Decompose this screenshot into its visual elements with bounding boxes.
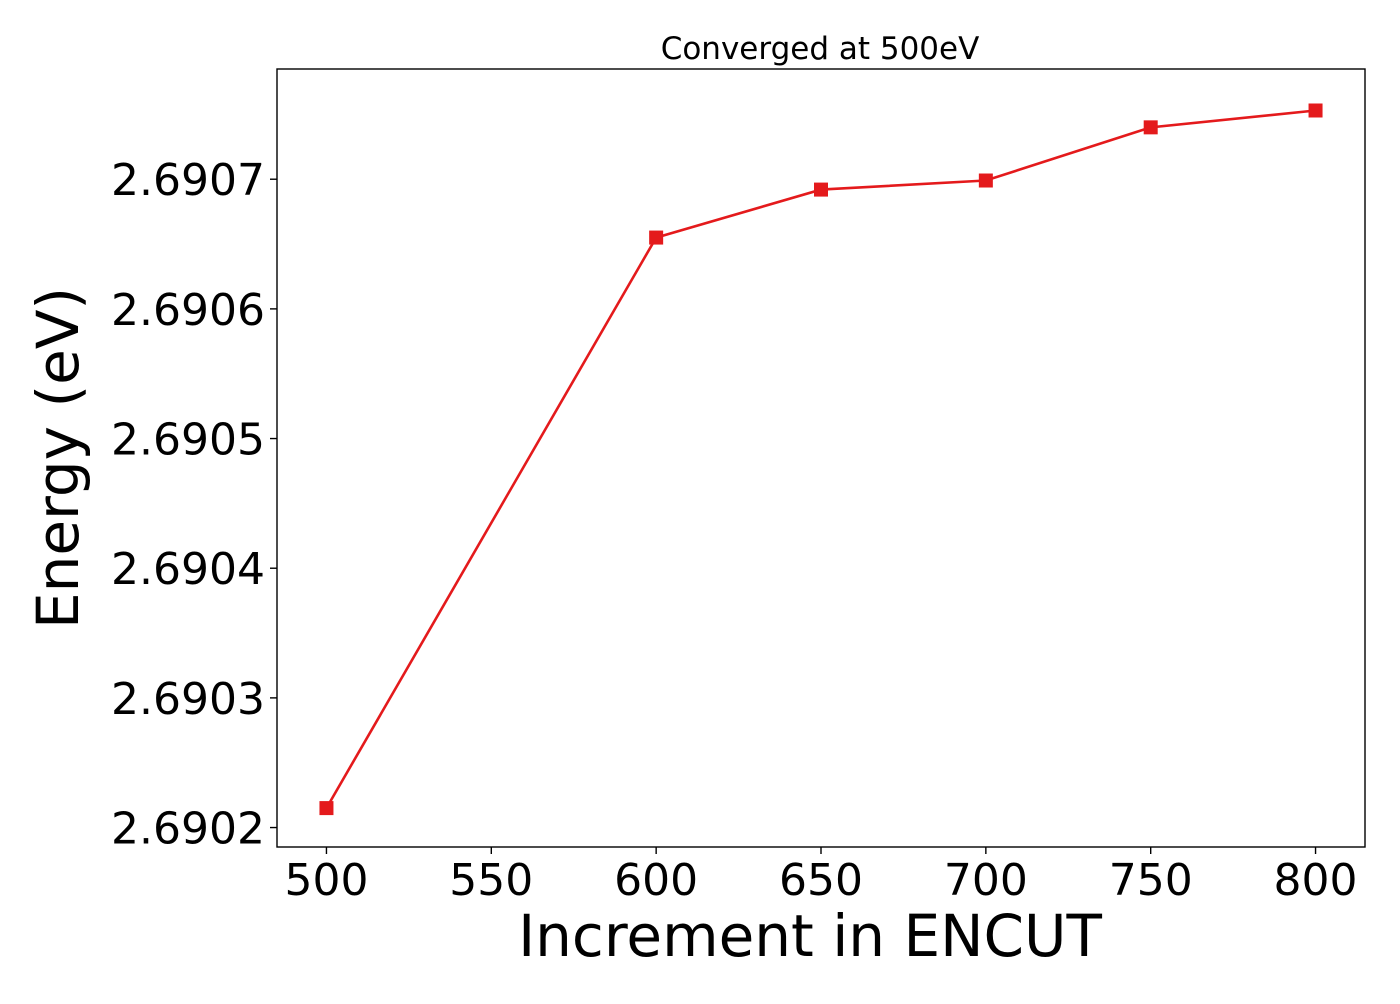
chart-title: Converged at 500eV [661, 31, 980, 67]
y-tick-label: 2.6902 [111, 804, 265, 855]
y-tick-label: 2.6903 [111, 674, 265, 725]
series-line [325, 109, 1316, 809]
y-tick-label: 2.6904 [111, 544, 265, 595]
y-tick-label: 2.6905 [111, 415, 265, 466]
x-tick-label: 550 [449, 855, 533, 906]
x-tick-label: 750 [1109, 855, 1193, 906]
data-point-marker [649, 230, 664, 245]
x-axis-ticks: 500 550 600 650 700 750 800 [284, 847, 1358, 906]
x-tick-label: 600 [614, 855, 698, 906]
x-tick-label: 650 [779, 855, 863, 906]
x-axis-label: Increment in ENCUT [518, 902, 1102, 970]
data-point-marker [1143, 120, 1158, 135]
x-tick-label: 700 [944, 855, 1028, 906]
x-tick-label: 500 [284, 855, 368, 906]
data-point-marker [1308, 103, 1323, 118]
y-tick-label: 2.6906 [111, 285, 265, 336]
y-axis-ticks: 2.6902 2.6903 2.6904 2.6905 2.6906 2.6907 [111, 155, 277, 855]
data-point-marker [814, 182, 828, 197]
x-tick-label: 800 [1274, 855, 1358, 906]
data-point-marker [319, 801, 334, 816]
data-point-marker [978, 173, 993, 188]
y-axis-label: Energy (eV) [24, 287, 92, 629]
y-tick-label: 2.6907 [111, 155, 265, 206]
series-layer [319, 103, 1323, 816]
